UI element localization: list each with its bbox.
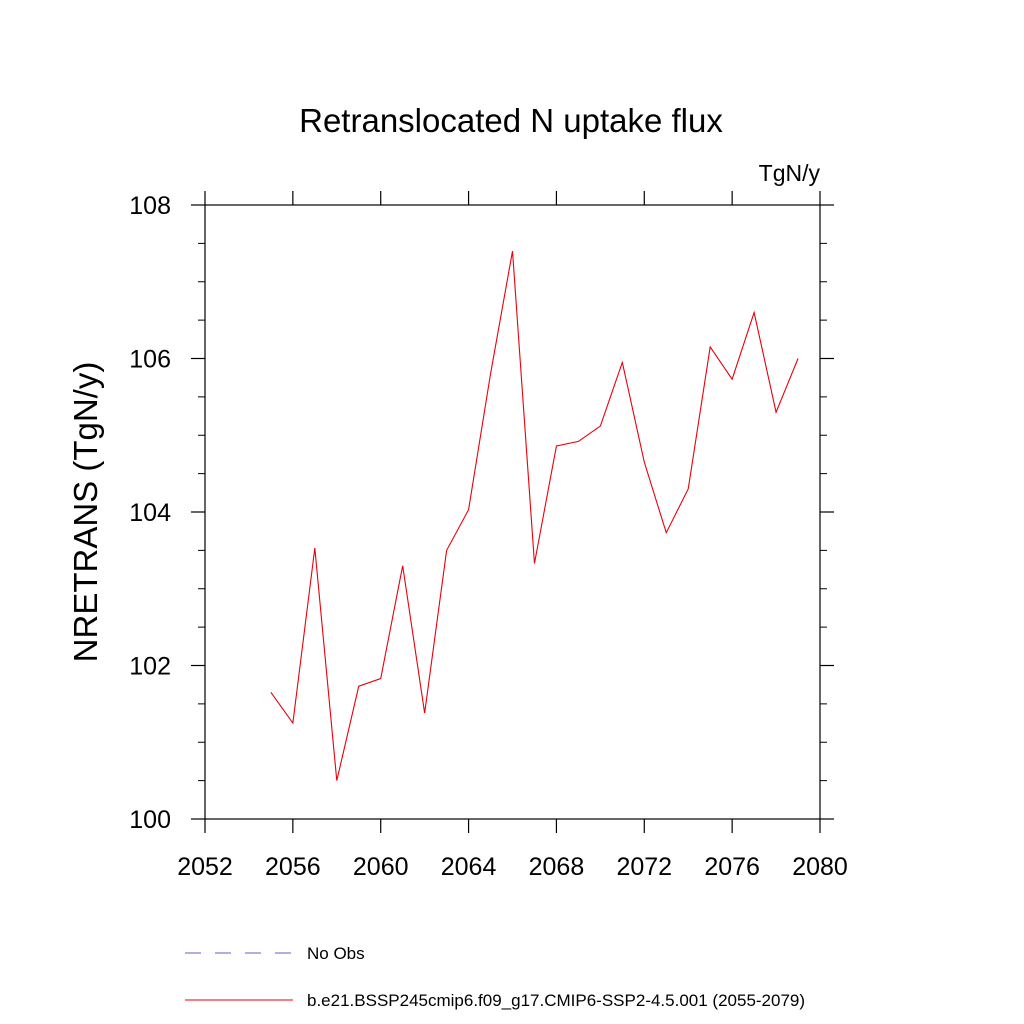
y-tick-label: 104 — [129, 499, 171, 527]
x-tick-label: 2056 — [265, 853, 321, 881]
axis-tick-labels: 100 102 104 106 108 2052 2056 2060 2064 2068 2072 2… — [129, 192, 848, 881]
legend-label-no-obs: No Obs — [307, 944, 365, 963]
x-tick-label: 2072 — [616, 853, 672, 881]
y-tick-label: 100 — [129, 806, 171, 834]
legend-label-model: b.e21.BSSP245cmip6.f09_g17.CMIP6-SSP2-4.… — [307, 991, 805, 1010]
plot-frame — [204, 204, 821, 820]
x-tick-label: 2052 — [177, 853, 233, 881]
x-tick-label: 2068 — [529, 853, 585, 881]
x-tick-label: 2064 — [441, 853, 497, 881]
series-line-1 — [270, 250, 799, 781]
y-axis-label: NRETRANS (TgN/y) — [67, 362, 104, 663]
series-layer — [270, 250, 799, 781]
units-label: TgN/y — [759, 160, 821, 186]
x-tick-label: 2076 — [704, 853, 760, 881]
axis-ticks — [191, 191, 834, 833]
y-tick-label: 108 — [129, 192, 171, 220]
y-tick-label: 106 — [129, 346, 171, 374]
legend: No Obs b.e21.BSSP245cmip6.f09_g17.CMIP6-… — [185, 944, 805, 1010]
y-tick-label: 102 — [129, 653, 171, 681]
chart-title: Retranslocated N uptake flux — [299, 102, 723, 139]
x-tick-label: 2060 — [353, 853, 409, 881]
x-tick-label: 2080 — [792, 853, 848, 881]
